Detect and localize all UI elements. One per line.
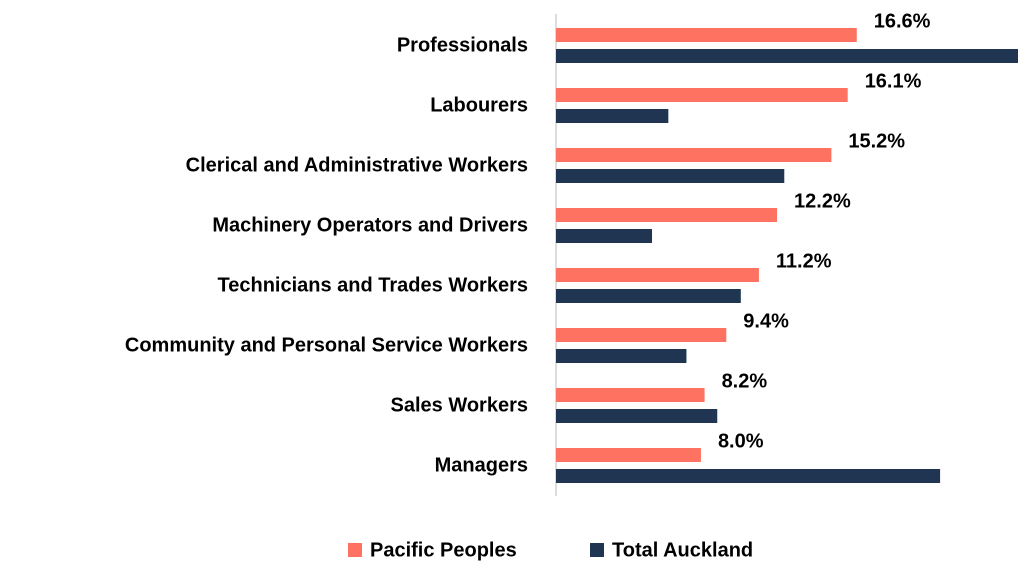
bar	[556, 49, 1018, 63]
data-label: 12.2%	[794, 190, 851, 212]
data-label: 8.2%	[722, 370, 768, 392]
bar	[556, 148, 832, 162]
legend-label: Pacific Peoples	[370, 539, 517, 561]
bar	[556, 208, 778, 222]
bar	[556, 349, 687, 363]
data-label: 16.1%	[865, 70, 922, 92]
bar	[556, 469, 941, 483]
category-label: Sales Workers	[391, 394, 529, 416]
data-label: 15.2%	[848, 130, 905, 152]
category-label: Community and Personal Service Workers	[125, 334, 528, 356]
bar	[556, 28, 857, 42]
legend-swatch	[590, 543, 604, 557]
data-label: 16.6%	[874, 10, 931, 32]
bar	[556, 229, 653, 243]
legend-label: Total Auckland	[612, 539, 753, 561]
category-label: Professionals	[397, 34, 528, 56]
bar	[556, 289, 741, 303]
category-label: Labourers	[430, 94, 528, 116]
bar	[556, 268, 759, 282]
bar	[556, 409, 718, 423]
bar	[556, 169, 785, 183]
data-label: 8.0%	[718, 430, 764, 452]
bar	[556, 109, 669, 123]
category-label: Managers	[435, 454, 528, 476]
bar	[556, 88, 848, 102]
category-label: Technicians and Trades Workers	[218, 274, 529, 296]
data-label: 11.2%	[776, 250, 832, 272]
category-label: Machinery Operators and Drivers	[212, 214, 528, 236]
bar	[556, 328, 727, 342]
bar	[556, 448, 701, 462]
legend-swatch	[348, 543, 362, 557]
bar	[556, 388, 705, 402]
data-label: 9.4%	[743, 310, 789, 332]
category-label: Clerical and Administrative Workers	[186, 154, 528, 176]
